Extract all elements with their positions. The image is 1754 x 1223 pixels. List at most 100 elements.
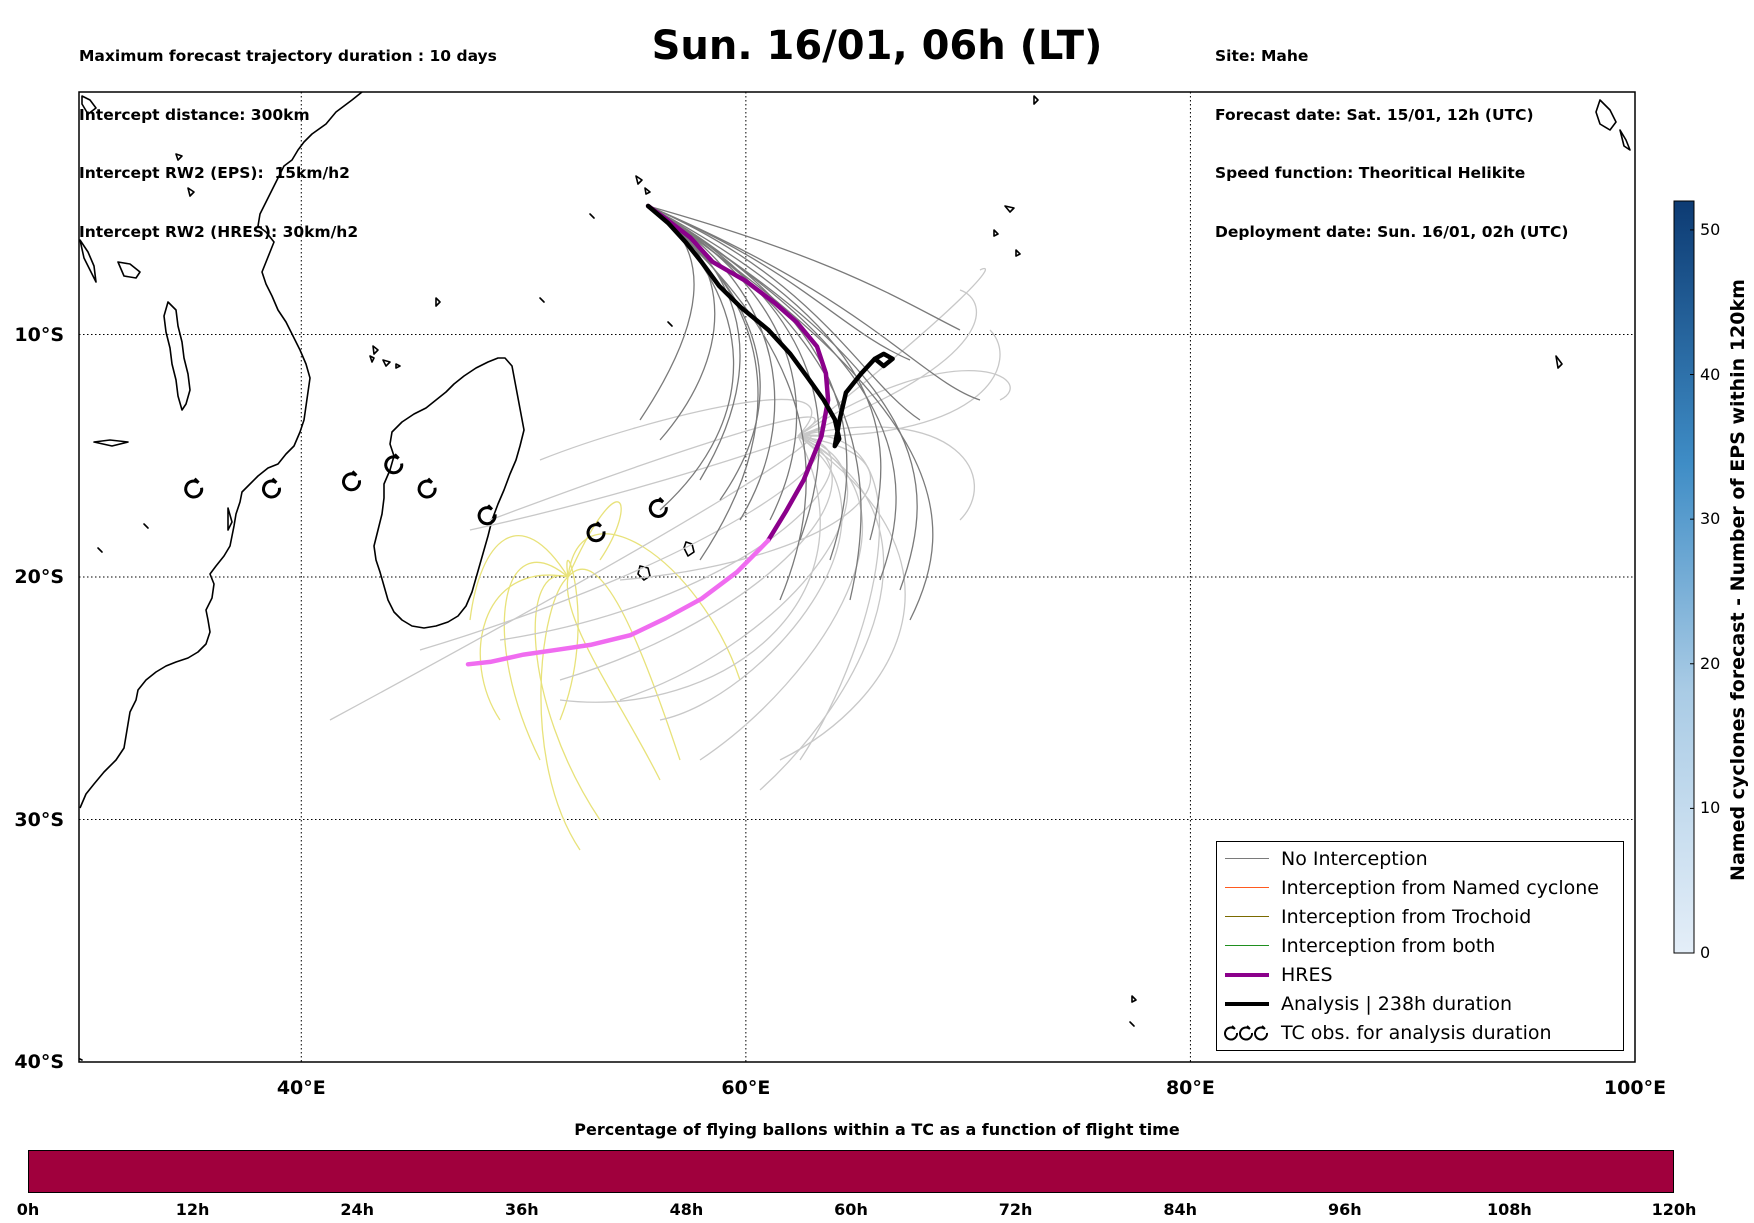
island-small <box>1131 995 1137 1003</box>
trochoid-track <box>503 561 569 761</box>
ensemble-track <box>647 205 918 591</box>
page-title: Sun. 16/01, 06h (LT) <box>651 23 1103 69</box>
latitude-label: 10°S <box>14 323 64 346</box>
ensemble-track <box>647 205 921 421</box>
ensemble-track <box>559 435 821 703</box>
trochoid-track <box>559 559 579 721</box>
trochoid-track <box>469 535 569 621</box>
info-forecast-date: Forecast date: Sat. 15/01, 12h (UTC) <box>1215 105 1534 124</box>
island-small <box>1555 355 1563 369</box>
ensemble-track <box>647 205 961 331</box>
lake-tanganyika <box>79 239 97 283</box>
ensemble-track <box>647 205 820 541</box>
flight-time-bar-title: Percentage of flying ballons within a TC… <box>574 1120 1180 1139</box>
flight-time-label: 84h <box>1163 1200 1198 1219</box>
lake-malawi <box>163 301 191 411</box>
param-intercept-distance: Intercept distance: 300km <box>79 105 310 124</box>
legend-swatch <box>1225 887 1269 889</box>
legend-item-named-cyclone: Interception from Named cyclone <box>1217 877 1623 899</box>
ensemble-track <box>647 205 759 561</box>
colorbar-tick-label: 40 <box>1700 364 1721 384</box>
eps-light-tracks <box>329 267 1011 791</box>
africa-coastline <box>79 92 363 809</box>
analysis-track <box>645 203 895 449</box>
flight-time-label: 60h <box>834 1200 868 1219</box>
legend-label: HRES <box>1281 964 1333 986</box>
ensemble-track <box>798 329 1001 437</box>
legend-label: No Interception <box>1281 848 1428 870</box>
lake-victoria <box>117 261 141 279</box>
longitude-label: 40°E <box>276 1077 326 1099</box>
island-small <box>1015 249 1021 257</box>
ensemble-track <box>489 416 816 521</box>
legend-item-analysis: Analysis | 238h duration <box>1217 993 1623 1015</box>
tc-observation-symbols <box>184 453 668 543</box>
ensemble-track <box>419 435 820 651</box>
ensemble-track <box>797 369 1011 437</box>
island-small <box>1129 1021 1135 1027</box>
madagascar-coastline <box>373 357 525 629</box>
ensemble-track <box>797 426 976 521</box>
flight-time-label: 96h <box>1327 1200 1362 1219</box>
cyclone-icon <box>184 477 204 499</box>
latitude-label: 40°S <box>14 1051 64 1073</box>
latitude-label: 30°S <box>14 808 64 831</box>
ensemble-track <box>647 205 807 601</box>
island-small <box>187 187 195 197</box>
ensemble-track <box>647 205 934 621</box>
comoros-island <box>382 359 391 367</box>
info-speed-function: Speed function: Theoritical Helikite <box>1215 164 1526 182</box>
island-small <box>539 297 545 303</box>
ensemble-track <box>797 267 987 437</box>
island-small <box>993 229 999 237</box>
trochoid-track <box>566 576 661 781</box>
island-small <box>97 547 103 553</box>
legend-label: Interception from Named cyclone <box>1281 877 1599 899</box>
hres-track-late <box>465 538 771 667</box>
colorbar-tick-label: 0 <box>1700 943 1711 962</box>
cyclone-colorbar <box>1673 200 1695 954</box>
legend-label: Interception from both <box>1281 935 1496 957</box>
seychelles-island <box>635 175 643 185</box>
info-deployment-date: Deployment date: Sun. 16/01, 02h (UTC) <box>1215 222 1569 241</box>
island-small <box>1595 99 1617 131</box>
info-site: Site: Mahe <box>1215 47 1309 65</box>
legend-swatch <box>1225 973 1269 977</box>
island-small <box>175 153 183 161</box>
ensemble-track <box>619 435 848 701</box>
cyclone-icon <box>384 453 404 475</box>
legend-item-hres: HRES <box>1217 964 1623 986</box>
trochoid-track <box>540 576 581 851</box>
island-small <box>1033 95 1039 105</box>
comoros-island <box>395 363 401 369</box>
cyclone-colorbar-title: Named cyclones forecast - Number of EPS … <box>1727 279 1749 881</box>
legend-item-both: Interception from both <box>1217 935 1623 957</box>
legend-label: Analysis | 238h duration <box>1281 993 1513 1015</box>
legend-swatch <box>1225 1002 1269 1006</box>
forecast-parameters: Maximum forecast trajectory duration : 1… <box>79 8 497 262</box>
map-frame <box>78 91 1636 1063</box>
seychelles-island <box>644 187 651 195</box>
cyclone-icon <box>262 477 281 499</box>
flight-time-label: 36h <box>504 1200 539 1219</box>
ensemble-track <box>699 435 863 761</box>
cyclone-icon <box>477 504 497 526</box>
cyclone-icon <box>1224 1025 1268 1041</box>
forecast-info: Site: Mahe Forecast date: Sat. 15/01, 12… <box>1215 8 1568 262</box>
ensemble-track <box>559 435 833 681</box>
ensemble-track <box>797 434 881 761</box>
ensemble-track <box>499 435 833 641</box>
flight-time-bar <box>28 1150 1674 1193</box>
ensemble-track <box>779 435 906 761</box>
param-duration: Maximum forecast trajectory duration : 1… <box>79 47 497 65</box>
island-small <box>1004 205 1015 213</box>
ensemble-track <box>647 205 798 521</box>
island-small <box>435 297 441 307</box>
colorbar-tick-label: 50 <box>1700 219 1721 239</box>
flight-time-label: 72h <box>998 1200 1033 1219</box>
colorbar-tick-label: 10 <box>1700 798 1721 818</box>
trochoid-track <box>567 568 681 761</box>
latitude-label: 20°S <box>14 566 64 588</box>
colorbar-tick-label: 30 <box>1700 509 1721 529</box>
flight-time-label: 24h <box>340 1200 375 1219</box>
